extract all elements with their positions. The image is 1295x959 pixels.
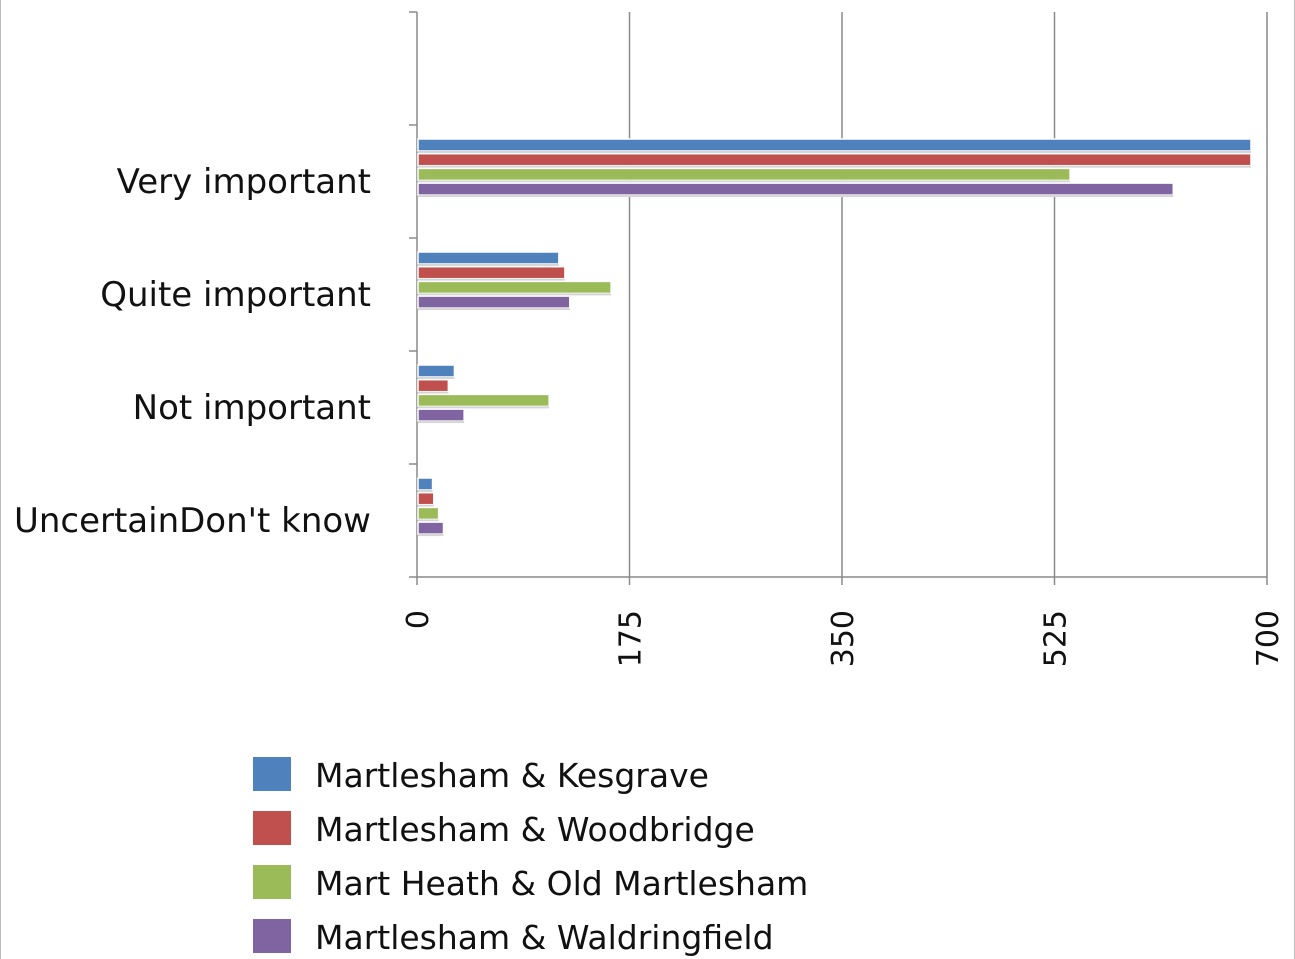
bar-shadow xyxy=(418,391,449,394)
bar-shadow xyxy=(418,490,433,492)
bar xyxy=(417,506,440,521)
bar xyxy=(417,265,566,280)
bar-shadow xyxy=(418,278,565,281)
bar xyxy=(417,477,434,491)
gridlines xyxy=(628,12,1268,577)
axes xyxy=(409,11,1268,585)
bar xyxy=(417,280,612,295)
bar xyxy=(417,521,445,535)
x-tick-label: 525 xyxy=(1039,610,1074,667)
category-label: Quite important xyxy=(100,275,371,315)
bar xyxy=(417,167,1071,182)
category-label: Not important xyxy=(133,388,371,428)
bar xyxy=(417,491,435,506)
legend-swatch xyxy=(253,757,291,791)
x-tick-labels: 0 175 350 525 700 xyxy=(401,610,1286,667)
x-tick-label: 700 xyxy=(1251,610,1286,667)
bar xyxy=(417,182,1175,196)
x-tick-label: 350 xyxy=(826,610,861,667)
legend-label: Mart Heath & Old Martlesham xyxy=(315,864,808,903)
bar-shadow xyxy=(418,165,1251,168)
bar-shadow xyxy=(418,534,444,537)
x-tick-label: 175 xyxy=(614,610,649,667)
bar-shadow xyxy=(418,377,455,379)
bar-shadow xyxy=(418,180,1071,183)
bar xyxy=(417,295,571,309)
bar xyxy=(417,364,456,378)
legend-label: Martlesham & Kesgrave xyxy=(315,756,709,795)
bar-shadow xyxy=(418,504,434,507)
x-tick-label: 0 xyxy=(401,610,436,629)
category-labels: Very important Quite important Not importa… xyxy=(14,162,371,541)
legend: Martlesham & Kesgrave Martlesham & Woodbr… xyxy=(253,756,808,957)
bar-shadow xyxy=(418,264,559,266)
bar xyxy=(417,152,1252,167)
bar xyxy=(417,378,450,393)
bar-shadow xyxy=(418,519,439,522)
legend-swatch xyxy=(253,865,291,899)
bar-shadow xyxy=(418,406,550,409)
bar xyxy=(417,251,560,265)
category-label: UncertainDon't know xyxy=(14,501,371,541)
bars xyxy=(417,138,1252,537)
legend-label: Martlesham & Waldringfield xyxy=(315,918,774,957)
category-label: Very important xyxy=(117,162,371,202)
bar-shadow xyxy=(418,421,465,424)
bar-shadow xyxy=(418,293,612,296)
bar-shadow xyxy=(418,151,1251,153)
bar xyxy=(417,138,1252,152)
bar xyxy=(417,393,550,408)
legend-swatch xyxy=(253,919,291,953)
bar xyxy=(417,408,465,422)
legend-label: Martlesham & Woodbridge xyxy=(315,810,755,849)
bar-shadow xyxy=(418,195,1174,198)
legend-swatch xyxy=(253,811,291,845)
bar-shadow xyxy=(418,308,570,311)
